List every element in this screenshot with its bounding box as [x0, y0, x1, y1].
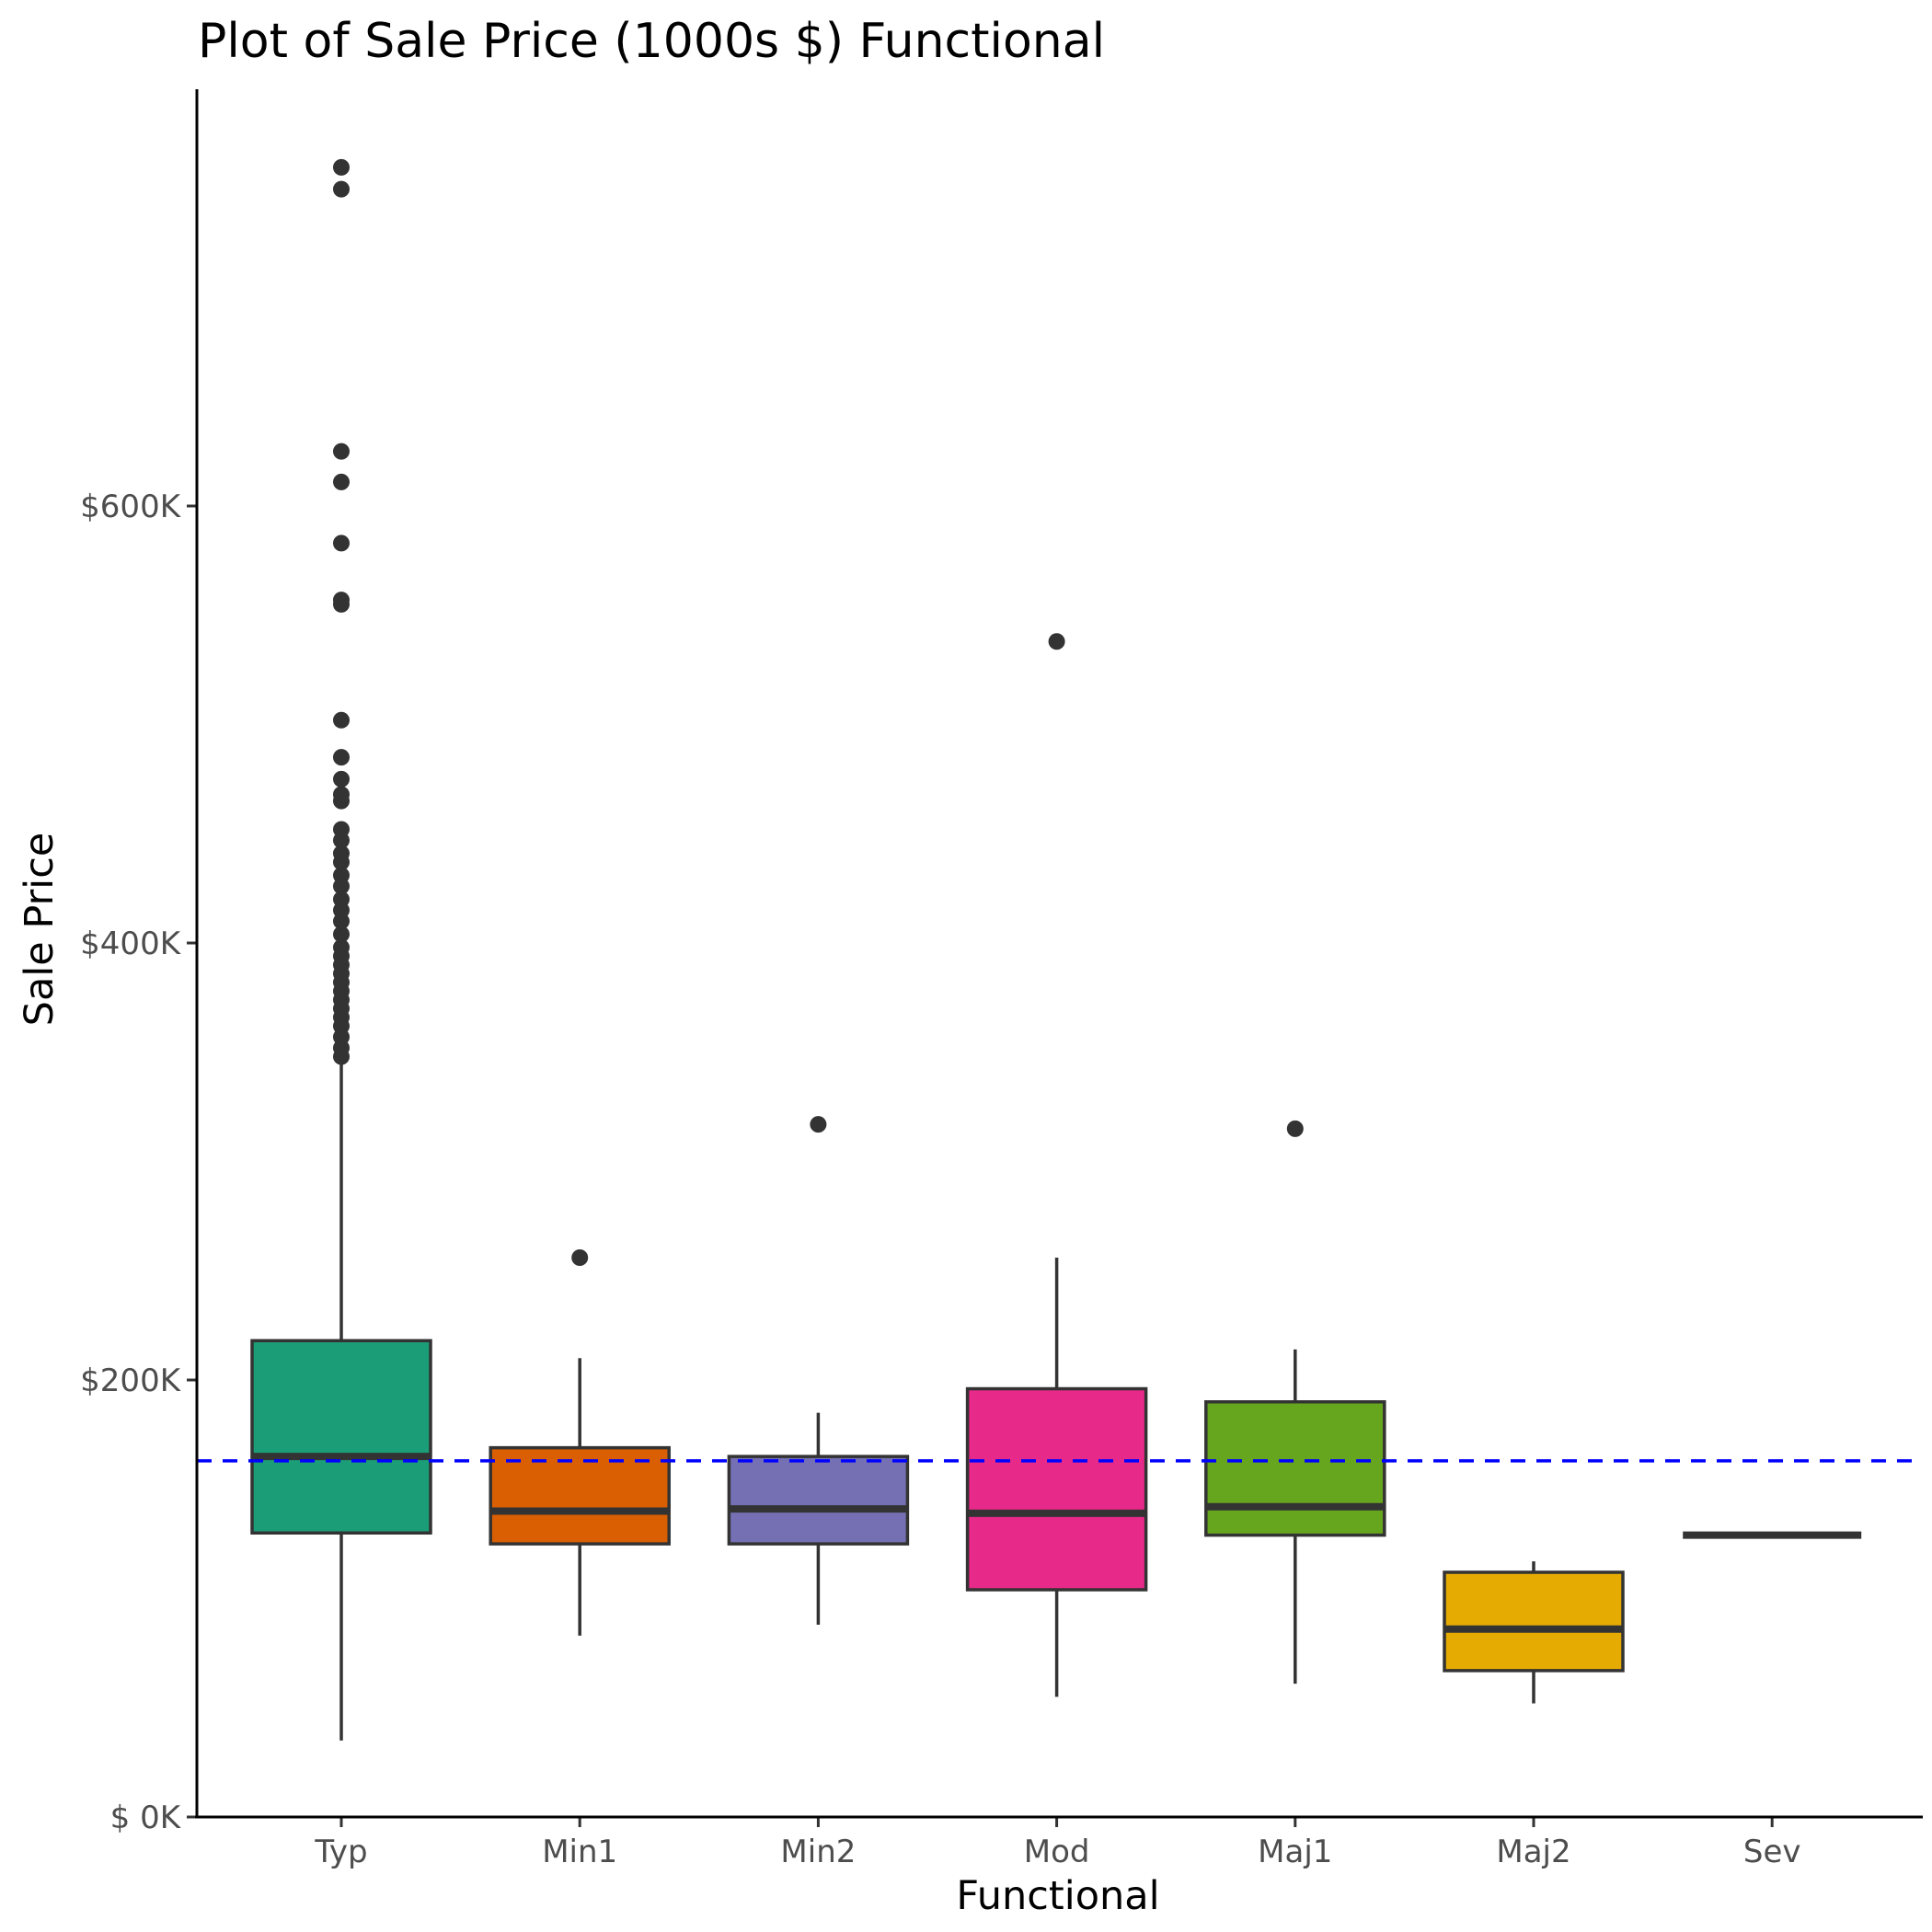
box-mod: [965, 1386, 1148, 1592]
y-tick-label: $ 0K: [110, 1800, 182, 1836]
y-tick-label: $200K: [80, 1363, 182, 1399]
outlier-point: [333, 158, 350, 176]
outlier-point: [333, 821, 350, 838]
outlier-point: [333, 535, 350, 552]
x-tick-label: Sev: [1743, 1834, 1801, 1870]
outlier-point: [1286, 1120, 1304, 1137]
y-tick-label: $400K: [80, 926, 182, 962]
box-min1: [489, 1445, 671, 1546]
x-axis-title: Functional: [956, 1873, 1159, 1919]
y-tick-label: $600K: [80, 489, 182, 525]
x-tick-label: Min2: [780, 1834, 856, 1870]
outlier-point: [1048, 633, 1065, 650]
outlier-point: [333, 592, 350, 609]
outlier-point: [333, 938, 350, 956]
outlier-point: [333, 891, 350, 908]
x-tick-label: Maj2: [1496, 1834, 1570, 1870]
outlier-point: [333, 473, 350, 490]
outlier-point: [333, 786, 350, 803]
box-maj2: [1443, 1570, 1625, 1673]
x-tick-label: Mod: [1024, 1834, 1090, 1870]
outlier-point: [810, 1116, 827, 1133]
outlier-point: [333, 711, 350, 729]
outlier-point: [333, 749, 350, 766]
x-tick-label: Maj1: [1258, 1834, 1332, 1870]
y-axis-title: Sale Price: [17, 833, 63, 1027]
box-typ: [250, 1339, 432, 1535]
chart-title: Plot of Sale Price (1000s $) Functional: [198, 14, 1105, 69]
x-tick-label: Min1: [542, 1834, 617, 1870]
box-maj1: [1204, 1400, 1386, 1537]
plot-area: $ 0K $200K $400K $600K Typ Min1 Min2 Mod Maj1 Maj…: [80, 158, 1923, 1870]
outlier-point: [333, 845, 350, 862]
x-tick-label: Typ: [314, 1834, 367, 1870]
box-min2: [727, 1455, 910, 1546]
outlier-point: [571, 1249, 589, 1266]
outlier-point: [333, 180, 350, 198]
outlier-point: [333, 443, 350, 460]
outlier-point: [333, 770, 350, 788]
outlier-point: [333, 867, 350, 884]
outlier-point: [333, 926, 350, 943]
